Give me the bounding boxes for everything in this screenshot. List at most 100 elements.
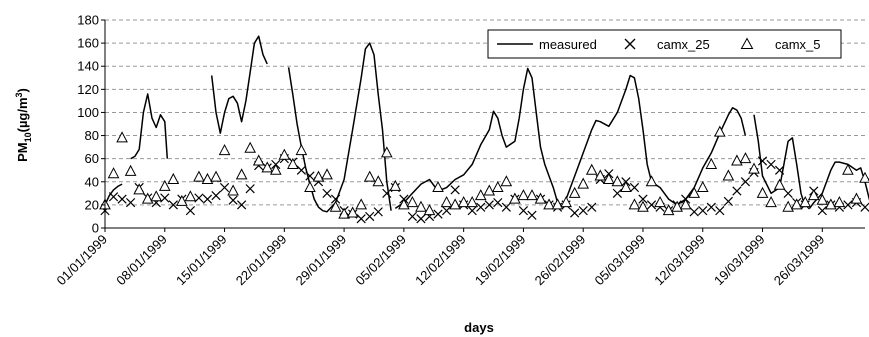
camx-5-point	[620, 180, 632, 193]
camx-25-point	[715, 206, 725, 216]
camx-25-point	[125, 197, 136, 208]
camx-5-point	[722, 169, 735, 181]
camx-5-point	[244, 141, 256, 153]
camx-25-point	[441, 206, 452, 216]
camx-5-point	[748, 162, 760, 174]
camx-5-point	[346, 206, 359, 218]
camx-5-point	[235, 168, 248, 180]
camx-5-point	[833, 196, 846, 208]
camx-25-point	[706, 202, 716, 212]
camx-5-point	[116, 131, 128, 143]
legend-camx-5-label: camx_5	[775, 37, 821, 52]
camx-5-series	[99, 125, 869, 219]
x-tick-label: 22/01/1999	[233, 232, 290, 289]
camx-5-point	[859, 171, 869, 183]
y-tick-label: 20	[85, 197, 99, 212]
camx-5-point	[825, 198, 837, 210]
camx-25-point	[817, 206, 827, 216]
camx-25-point	[783, 188, 793, 198]
x-tick-label: 05/03/1999	[591, 232, 648, 289]
measured-line-segment	[104, 183, 123, 206]
camx-5-point	[252, 154, 265, 166]
camx-5-point	[662, 204, 675, 216]
camx-25-point	[365, 211, 375, 222]
camx-5-point	[457, 196, 470, 208]
camx-25-point	[467, 206, 477, 216]
camx-5-point	[799, 196, 812, 208]
camx-25-point	[108, 192, 119, 202]
camx-5-point	[176, 194, 188, 206]
camx-5-point	[714, 125, 726, 137]
camx-5-point	[193, 170, 205, 182]
camx-5-point	[150, 190, 163, 202]
camx-5-point	[773, 178, 786, 190]
camx-25-point	[219, 182, 230, 193]
camx-5-point	[269, 163, 282, 175]
camx-25-point	[168, 200, 178, 210]
x-tick-label: 19/02/1999	[472, 232, 529, 289]
camx-5-point	[594, 169, 607, 181]
camx-5-point	[406, 196, 419, 208]
camx-25-point	[629, 182, 640, 193]
camx-25-point	[237, 200, 247, 210]
camx-25-point	[322, 188, 332, 198]
legend-camx-25-swatch	[624, 38, 636, 50]
camx-5-point	[483, 184, 496, 196]
camx-5-point	[654, 196, 666, 208]
x-axis-title: days	[464, 320, 494, 335]
camx-25-point	[638, 194, 648, 204]
camx-5-point	[517, 189, 530, 201]
camx-5-point	[671, 200, 683, 212]
y-tick-label: 0	[92, 221, 99, 236]
camx-5-point	[585, 163, 598, 175]
camx-5-point	[466, 196, 479, 208]
camx-5-point	[551, 198, 564, 210]
camx-25-point	[732, 186, 742, 196]
camx-5-point	[278, 148, 291, 160]
x-tick-label: 12/03/1999	[651, 232, 708, 289]
camx-5-point	[380, 146, 393, 158]
camx-5-point	[355, 198, 368, 210]
y-tick-label: 100	[77, 105, 99, 120]
camx-25-point	[578, 206, 588, 216]
camx-25-point	[518, 206, 529, 216]
y-axis-ticks: 0 20 40 60 80 100 120 140 160 180	[77, 13, 105, 236]
camx-5-point	[363, 170, 376, 182]
camx-5-point	[440, 196, 453, 208]
y-tick-label: 80	[85, 128, 99, 143]
legend-measured-label: measured	[539, 37, 597, 52]
camx-25-point	[527, 210, 537, 220]
camx-5-point	[184, 190, 197, 202]
camx-5-point	[705, 157, 718, 169]
camx-5-point	[474, 189, 487, 201]
camx-5-point	[107, 167, 120, 179]
camx-25-point	[774, 165, 785, 175]
camx-25-point	[570, 208, 580, 218]
x-tick-label: 26/02/1999	[532, 232, 589, 289]
camx-5-point	[526, 189, 538, 201]
camx-5-point	[543, 198, 555, 210]
camx-5-point	[731, 154, 743, 166]
camx-25-point	[757, 156, 768, 166]
camx-5-point	[568, 186, 581, 198]
camx-5-point	[218, 144, 231, 156]
y-tick-label: 160	[77, 36, 99, 51]
camx-5-point	[432, 180, 444, 193]
camx-5-point	[628, 198, 641, 210]
camx-25-point	[493, 197, 503, 208]
camx-25-point	[185, 206, 196, 216]
camx-5-point	[210, 170, 222, 182]
camx-5-point	[560, 196, 572, 208]
measured-line-segment	[210, 35, 268, 134]
x-tick-label: 08/01/1999	[113, 232, 170, 289]
camx-5-point	[491, 180, 504, 193]
camx-25-point	[587, 202, 597, 212]
x-tick-label: 29/01/1999	[293, 232, 350, 289]
camx-25-point	[723, 196, 733, 207]
camx-25-point	[612, 188, 622, 198]
camx-25-point	[296, 165, 307, 175]
y-tick-label: 180	[77, 13, 99, 28]
camx-5-point	[449, 198, 461, 210]
y-tick-label: 40	[85, 174, 99, 189]
